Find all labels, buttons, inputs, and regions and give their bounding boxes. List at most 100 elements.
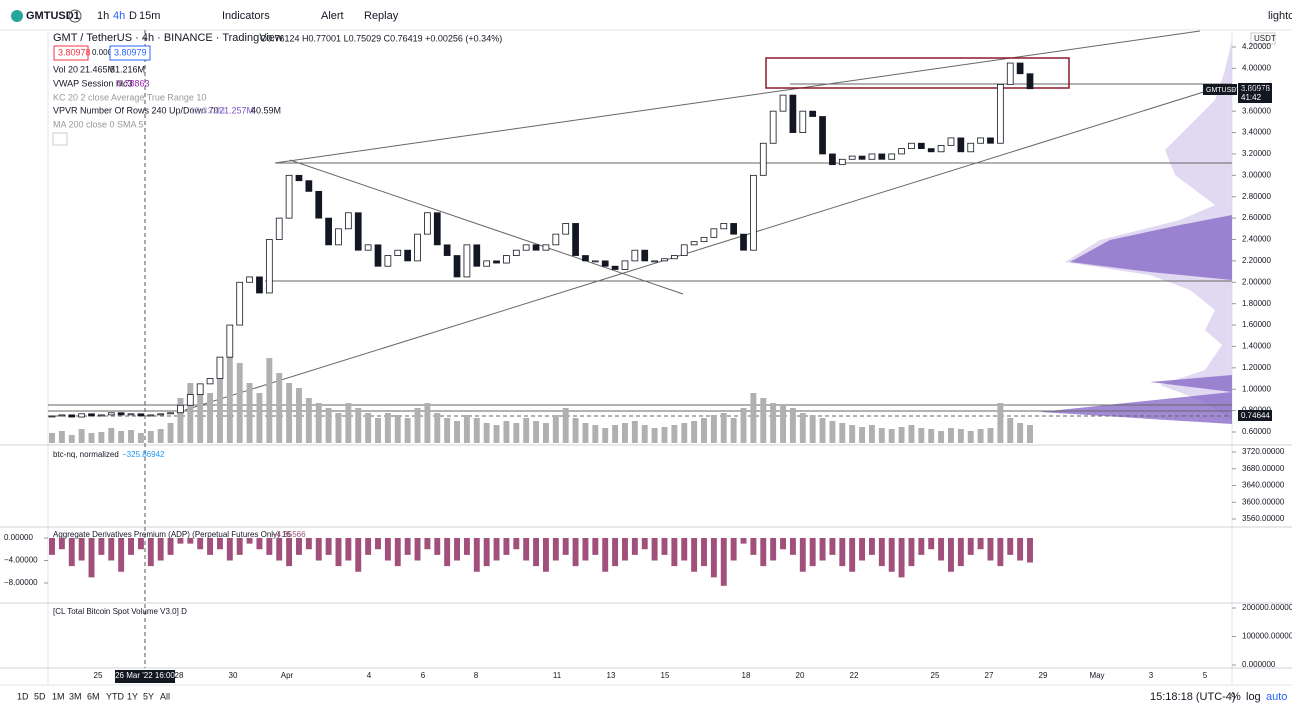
volume-bar [602, 428, 609, 443]
adp-bar [454, 538, 460, 561]
percent-toggle[interactable]: % [1231, 691, 1241, 703]
interval[interactable]: 1h [97, 10, 109, 22]
low-tag: 0.74644 [1241, 411, 1270, 420]
candle [335, 228, 342, 246]
interval[interactable]: 15m [139, 10, 160, 22]
interval[interactable]: 4h [113, 10, 125, 22]
volume-bar [691, 421, 698, 443]
candle [868, 153, 876, 160]
x-tick-label: May [1089, 671, 1104, 680]
y-tick-label: 0.00000 [4, 533, 33, 542]
auto-toggle[interactable]: auto [1266, 691, 1287, 703]
volume-bar [88, 433, 95, 443]
candle [48, 415, 56, 418]
adp-bar [276, 538, 283, 561]
range-button[interactable]: 3M [69, 691, 82, 701]
candle [246, 276, 253, 283]
volume-bar [236, 363, 243, 443]
range-button[interactable]: 5Y [143, 691, 154, 701]
volume-bar [651, 428, 658, 443]
bid-box[interactable] [53, 45, 89, 61]
candle [404, 249, 412, 262]
adp-bar [335, 538, 342, 567]
pane-value: −4.35566 [272, 530, 306, 539]
volume-bar [256, 393, 263, 443]
volume-bar [187, 383, 194, 443]
price-tag-bg [1238, 83, 1272, 103]
volume-bar [424, 403, 431, 443]
candle [216, 356, 224, 379]
y-tick-label: 2.00000 [1242, 277, 1271, 286]
trend-line[interactable] [274, 30, 1201, 164]
y-tick-label: 3720.00000 [1242, 447, 1285, 456]
range-button[interactable]: 1D [17, 691, 29, 701]
range-button[interactable]: YTD [106, 691, 125, 701]
symbol[interactable]: GMTUSD1 [26, 10, 80, 22]
candle [463, 244, 471, 278]
range-button[interactable]: 1M [52, 691, 65, 701]
x-tick-label: 25 [94, 671, 103, 680]
y-tick-label: 1.80000 [1242, 299, 1271, 308]
volume-bar [68, 435, 75, 443]
candle [186, 394, 194, 406]
x-tick-label: 3 [1149, 671, 1154, 680]
y-tick-label: 3.00000 [1242, 170, 1271, 179]
volume-bar [1007, 418, 1014, 443]
volume-bar [493, 425, 500, 443]
volume-bar [878, 428, 885, 443]
symbol-tag: GMTUSDT [1206, 87, 1241, 94]
adp-bar [305, 538, 312, 550]
log-toggle[interactable]: log [1246, 691, 1261, 703]
trend-line[interactable] [289, 159, 684, 295]
volume-bar [701, 418, 707, 443]
candle [582, 255, 589, 262]
user[interactable]: lightcr [1268, 10, 1292, 22]
adp-bar [523, 538, 530, 561]
adp-bar [552, 538, 559, 561]
indicators-button[interactable]: Indicators [222, 10, 270, 22]
volume-bar [266, 358, 273, 443]
x-tick-label: 13 [607, 671, 616, 680]
alert-button[interactable]: Alert [321, 10, 344, 22]
range-button[interactable]: All [160, 691, 170, 701]
trend-line[interactable] [184, 89, 1211, 411]
ask: 3.80979 [114, 47, 147, 57]
indicator-name: VWAP Session hlc3 [53, 78, 133, 88]
adp-bar [147, 538, 154, 567]
pane-title: btc-nq, normalized [53, 450, 119, 459]
volume-bar [592, 425, 599, 443]
y-tick-label: 1.20000 [1242, 363, 1271, 372]
range-button[interactable]: 1Y [127, 691, 138, 701]
indicator-value: 21.257M [219, 105, 254, 115]
y-tick-label: 0.000000 [1242, 660, 1276, 669]
volume-bar [355, 408, 362, 443]
volume-bar [533, 421, 540, 443]
candle [493, 260, 500, 264]
interval[interactable]: D [129, 10, 137, 22]
adp-bar [325, 538, 332, 555]
ask-box[interactable] [109, 45, 151, 61]
candle [908, 142, 915, 149]
candle [473, 244, 481, 267]
replay-button[interactable]: Replay [364, 10, 399, 22]
adp-bar [681, 538, 688, 561]
adp-bar [256, 538, 263, 550]
range-button[interactable]: 6M [87, 691, 100, 701]
volume-bar [572, 418, 579, 443]
currency-button[interactable] [1250, 32, 1276, 45]
add-symbol[interactable] [68, 9, 82, 23]
rectangle-drawing[interactable] [765, 57, 1070, 89]
top-toolbar [0, 0, 1292, 30]
candle [88, 413, 95, 417]
volume-bar [799, 413, 806, 443]
candle [384, 255, 392, 267]
y-tick-label: 0.80000 [1242, 406, 1271, 415]
volume-bar [513, 423, 520, 443]
candle [206, 378, 214, 385]
adp-bar [888, 538, 895, 572]
y-tick-label: 3680.00000 [1242, 464, 1285, 473]
candle [562, 223, 570, 235]
range-button[interactable]: 5D [34, 691, 46, 701]
collapse-button[interactable] [52, 132, 68, 146]
x-tick-label: 30 [229, 671, 238, 680]
